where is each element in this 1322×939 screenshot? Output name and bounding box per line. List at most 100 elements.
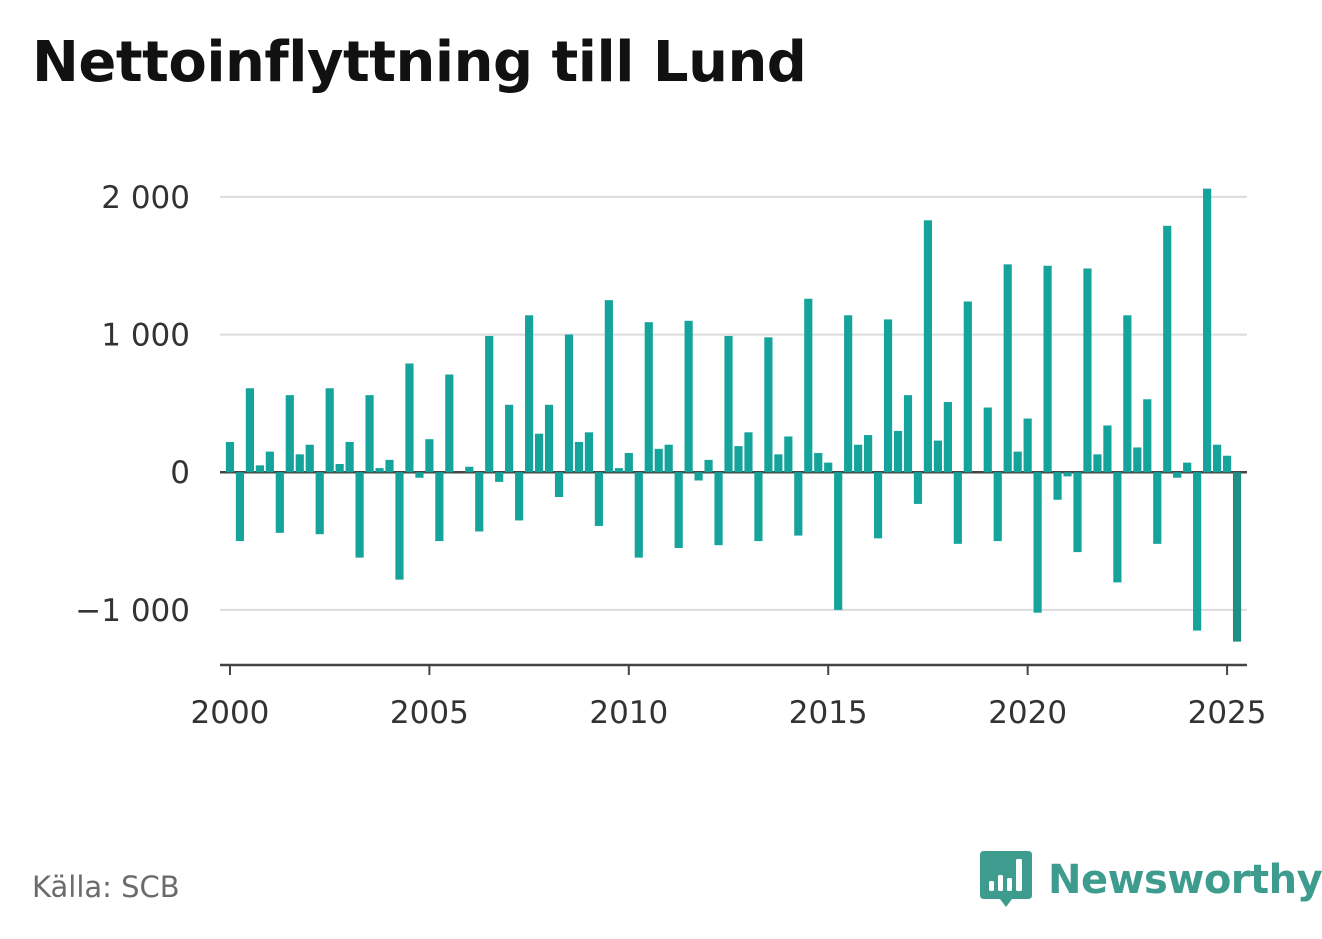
bars <box>225 188 1242 642</box>
bar <box>435 472 444 542</box>
bar <box>345 441 354 473</box>
bar-chart-speech-bubble-icon <box>980 851 1032 907</box>
bar <box>375 468 384 473</box>
bar <box>525 315 534 473</box>
bar <box>873 472 883 539</box>
bar <box>824 462 833 473</box>
bar <box>1073 472 1082 553</box>
brand-name: Newsworthy <box>1048 857 1322 903</box>
bar <box>584 432 594 473</box>
x-tick-label: 2015 <box>789 695 868 731</box>
bar <box>1193 472 1202 631</box>
bar <box>1222 455 1232 473</box>
bar <box>913 472 923 504</box>
bar <box>1133 447 1142 473</box>
bar <box>714 472 723 546</box>
bar <box>405 363 414 473</box>
bar <box>275 472 284 533</box>
bar <box>1163 225 1172 473</box>
bar <box>485 335 494 473</box>
bar <box>734 446 743 473</box>
bar <box>893 430 903 473</box>
bar <box>784 436 793 473</box>
gridlines <box>220 195 1247 611</box>
bar <box>854 444 863 473</box>
bar <box>515 472 524 521</box>
bar <box>475 472 484 532</box>
bar <box>664 444 673 473</box>
bar <box>1023 418 1032 473</box>
bar <box>754 472 763 542</box>
x-tick-label: 2010 <box>589 695 668 731</box>
bar <box>385 459 394 473</box>
bar <box>225 441 235 473</box>
bar <box>933 440 942 473</box>
bar <box>1113 472 1122 583</box>
bar <box>1013 451 1022 473</box>
bar <box>365 395 374 473</box>
y-tick-label: 1 000 <box>101 318 190 354</box>
y-tick-label: −1 000 <box>75 593 190 629</box>
y-tick-label: 0 <box>170 455 190 491</box>
bar <box>1212 444 1222 473</box>
bar <box>245 388 255 473</box>
bar <box>285 395 294 473</box>
bar <box>395 472 404 580</box>
bar <box>235 472 245 542</box>
bar <box>953 472 962 544</box>
bar <box>943 402 952 473</box>
bar <box>604 300 613 473</box>
bar <box>674 472 683 548</box>
bar <box>923 220 933 473</box>
x-tick-label: 2025 <box>1188 695 1267 731</box>
bar <box>305 444 314 473</box>
bar <box>1203 188 1212 473</box>
bar <box>814 452 823 473</box>
bar <box>804 298 813 473</box>
bar <box>903 395 913 473</box>
y-axis-tick-labels: −1 000 0 1 000 2 000 <box>75 180 190 629</box>
bar <box>1183 462 1192 473</box>
bar <box>883 319 893 473</box>
bar <box>624 452 633 473</box>
bar <box>1053 472 1062 500</box>
bar <box>983 407 992 473</box>
chart-title: Nettoinflyttning till Lund <box>32 30 807 95</box>
bar <box>564 334 574 473</box>
bar <box>534 433 544 473</box>
bar <box>445 374 454 473</box>
bar <box>634 472 643 558</box>
x-tick-label: 2000 <box>191 695 270 731</box>
bar <box>1033 472 1042 613</box>
bar <box>544 404 554 473</box>
bar <box>495 472 504 482</box>
bar <box>1063 472 1072 477</box>
bar <box>1083 268 1092 473</box>
bar <box>325 388 334 473</box>
y-tick-label: 2 000 <box>101 180 190 216</box>
bar <box>594 472 603 526</box>
bar <box>654 448 663 473</box>
brand-logo: Newsworthy <box>980 850 1322 910</box>
bar <box>684 320 693 473</box>
bar <box>335 463 344 473</box>
bar <box>355 472 364 558</box>
bar <box>963 301 972 473</box>
bar <box>425 439 434 473</box>
bar <box>1123 315 1132 473</box>
bar <box>724 335 733 473</box>
bar <box>574 441 584 473</box>
bar <box>1143 399 1152 473</box>
bar <box>794 472 803 536</box>
bar <box>265 451 274 473</box>
bar <box>315 472 324 535</box>
bar <box>295 454 304 473</box>
bar <box>614 468 623 473</box>
bar <box>993 472 1002 542</box>
bar <box>1153 472 1162 544</box>
bar <box>644 322 653 473</box>
x-tick-label: 2020 <box>988 695 1067 731</box>
bar <box>1232 472 1242 642</box>
bar <box>415 472 424 478</box>
